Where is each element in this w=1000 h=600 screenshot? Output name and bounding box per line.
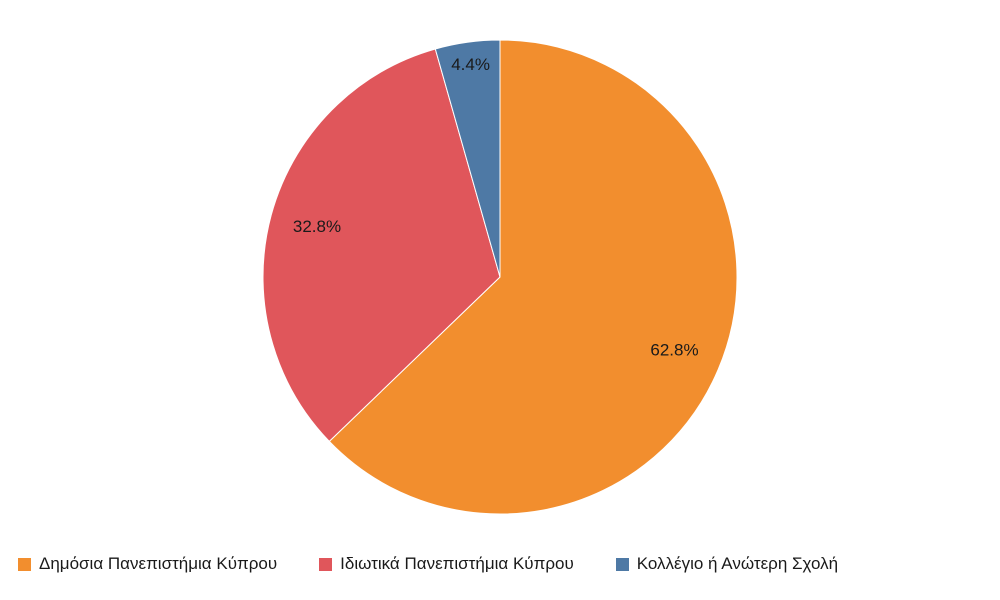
pie-slice-private-universities [262,48,501,443]
legend-item-public-universities: Δημόσια Πανεπιστήμια Κύπρου [18,554,277,574]
legend-label-private-universities: Ιδιωτικά Πανεπιστήμια Κύπρου [340,554,574,573]
data-label-college: 4.4% [451,55,490,74]
data-label-public-universities: 62.8% [650,341,698,360]
legend-swatch-private-universities [319,557,333,571]
legend-label-college: Κολλέγιο ή Ανώτερη Σχολή [636,554,839,573]
pie-chart: 62.8% 32.8% 4.4% [262,39,738,515]
pie-slice-college [434,39,501,278]
legend-swatch-college [615,557,629,571]
legend-swatch-public-universities [18,557,31,571]
legend-label-public-universities: Δημόσια Πανεπιστήμια Κύπρου [39,554,278,573]
data-label-private-universities: 32.8% [293,217,341,236]
pie-slice-public-universities [328,39,738,515]
legend-item-college: Κολλέγιο ή Ανώτερη Σχολή [615,554,839,574]
legend-item-private-universities: Ιδιωτικά Πανεπιστήμια Κύπρου [319,554,574,574]
chart-legend: Δημόσια Πανεπιστήμια Κύπρου Ιδιωτικά Παν… [18,552,880,576]
